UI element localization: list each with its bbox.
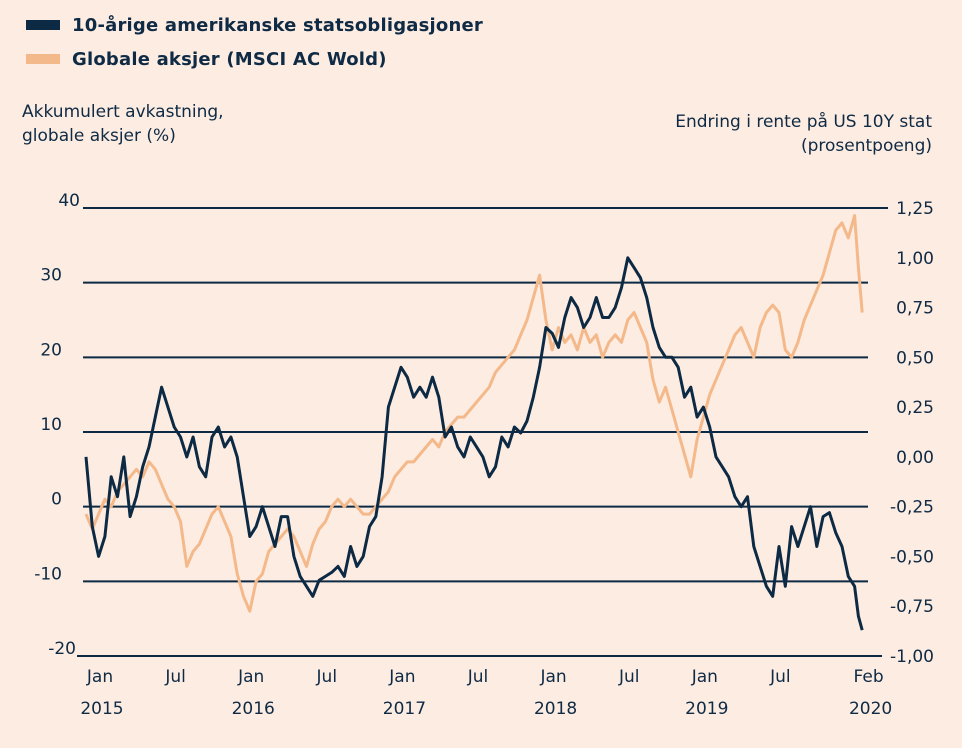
right-axis-title-line2: (prosentpoeng) [800, 136, 932, 156]
x-tick-month: Jul [316, 667, 338, 687]
left-axis-title-line1: Akkumulert avkastning, [22, 102, 224, 122]
left-tick-label: -20 [48, 639, 76, 659]
left-tick-label: 10 [40, 415, 62, 435]
right-tick-label: 0,25 [896, 398, 934, 418]
x-tick-month: Jan [388, 667, 415, 687]
legend-swatch-bonds [26, 20, 60, 30]
right-tick-label: 0,00 [896, 448, 934, 468]
right-axis-ticks: 1,25 1,00 0,75 0,50 0,25 0,00 -0,25 -0,50 -0,75 -… [890, 199, 934, 667]
x-tick-month: Jul [618, 667, 640, 687]
right-axis-title: Endring i rente på US 10Y stat (prosentp… [675, 110, 932, 158]
left-axis-title-line2: globale aksjer (%) [22, 126, 176, 146]
x-tick-month: Jan [86, 667, 113, 687]
left-axis-ticks: 40 30 20 10 0 -10 -20 [34, 191, 80, 659]
left-tick-label: -10 [34, 564, 62, 584]
legend-item-bonds: 10-årige amerikanske statsobligasjoner [26, 8, 483, 42]
right-tick-label: 1,00 [896, 249, 934, 269]
left-tick-label: 30 [40, 266, 62, 286]
x-tick-year: 2018 [534, 699, 577, 719]
x-tick-month: Jul [769, 667, 791, 687]
legend-item-equities: Globale aksjer (MSCI AC Wold) [26, 42, 483, 76]
x-tick-month: Jan [539, 667, 566, 687]
legend-label-equities: Globale aksjer (MSCI AC Wold) [72, 48, 387, 70]
x-axis-ticks: Jan 2015 Jul Jan 2016 Jul Jan 2017 Jul Jan 2018 Jul… [80, 667, 892, 719]
legend: 10-årige amerikanske statsobligasjoner G… [26, 8, 483, 76]
left-tick-label: 0 [51, 490, 62, 510]
legend-swatch-equities [26, 54, 60, 64]
bonds-line [84, 256, 864, 631]
right-tick-label: -0,75 [890, 597, 934, 617]
x-tick-year: 2019 [685, 699, 728, 719]
x-tick-year: 2020 [849, 699, 892, 719]
right-tick-label: 0,75 [896, 299, 934, 319]
series-lines [84, 214, 864, 631]
right-tick-label: 1,25 [896, 199, 934, 219]
x-tick-month: Feb [854, 667, 884, 687]
x-tick-year: 2015 [80, 699, 123, 719]
x-tick-month: Jul [164, 667, 186, 687]
left-tick-label: 40 [58, 191, 80, 211]
x-tick-year: 2016 [232, 699, 275, 719]
right-tick-label: -1,00 [890, 647, 934, 667]
x-tick-year: 2017 [383, 699, 426, 719]
x-tick-month: Jan [691, 667, 718, 687]
legend-label-bonds: 10-årige amerikanske statsobligasjoner [72, 14, 483, 36]
x-tick-month: Jan [237, 667, 264, 687]
x-tick-month: Jul [467, 667, 489, 687]
equities-line [84, 214, 864, 613]
right-tick-label: -0,25 [890, 498, 934, 518]
right-tick-label: 0,50 [896, 348, 934, 368]
right-tick-label: -0,50 [890, 547, 934, 567]
left-axis-title: Akkumulert avkastning, globale aksjer (%… [22, 100, 224, 148]
right-axis-title-line1: Endring i rente på US 10Y stat [675, 112, 932, 132]
left-tick-label: 20 [40, 340, 62, 360]
